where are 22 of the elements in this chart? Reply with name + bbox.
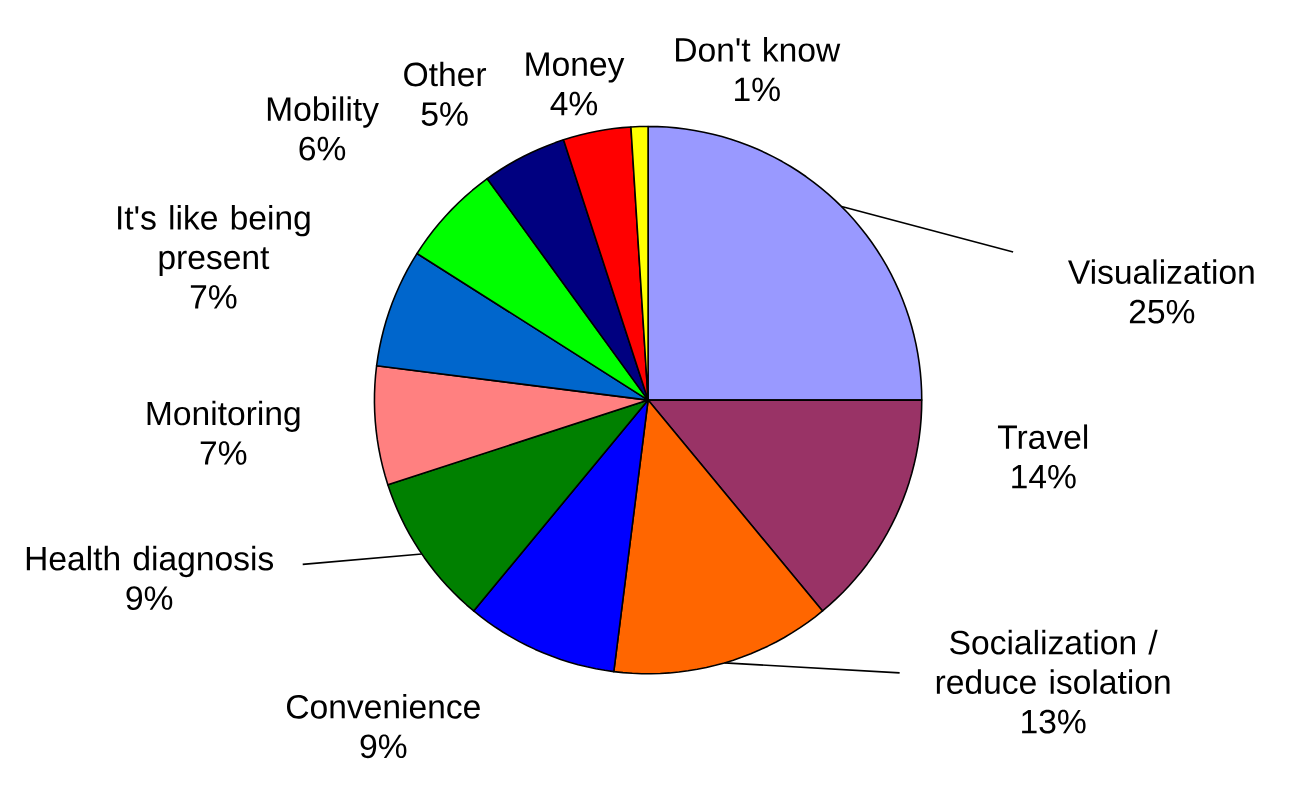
slice-label: Convenience [287, 693, 480, 719]
data-label: 7% [200, 441, 247, 465]
slice-label: It's like being present [118, 204, 310, 276]
data-label: 9% [360, 734, 407, 759]
data-label: 5% [421, 102, 468, 126]
data-label: 13% [1022, 709, 1086, 734]
slice-label: Socialization / reduce isolation [936, 629, 1170, 694]
data-label: 7% [190, 284, 237, 309]
slice-label: Health diagnosis [26, 545, 274, 577]
data-label: 25% [1129, 299, 1195, 324]
slice-label: Other [404, 61, 487, 87]
slice-label: Money [526, 52, 625, 83]
slice-label: Don't know [676, 36, 841, 62]
slice-label: Monitoring [147, 400, 300, 432]
data-label: 6% [299, 136, 346, 161]
data-label: 1% [735, 77, 780, 101]
slice-label: Mobility [267, 96, 379, 128]
slice-label: Visualization [1067, 259, 1254, 284]
data-label: 4% [550, 91, 598, 116]
data-label: 14% [1012, 464, 1076, 489]
slice-label: Travel [997, 424, 1088, 449]
data-label: 9% [126, 586, 173, 610]
